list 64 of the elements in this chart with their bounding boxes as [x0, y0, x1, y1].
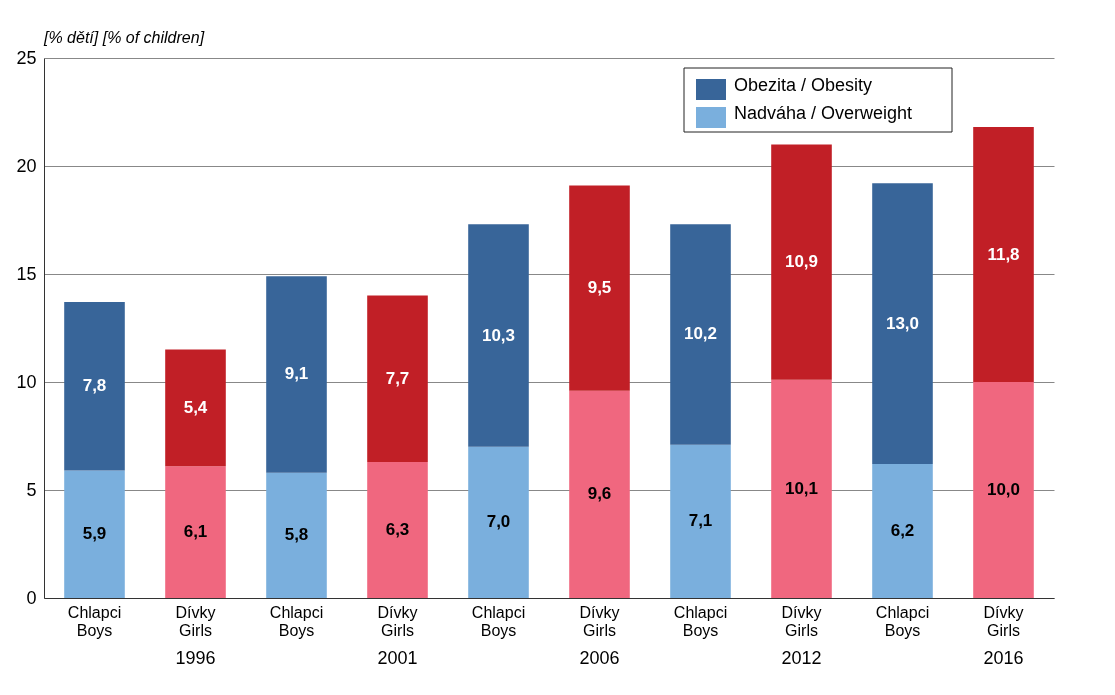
bar: [670, 444, 731, 598]
bar: [64, 302, 125, 471]
bar: [266, 472, 327, 598]
data-label: 6,3: [385, 519, 410, 539]
data-label: 7,1: [688, 511, 713, 531]
legend-label: Nadváha / Overweight: [734, 103, 913, 123]
legend-label: Obezita / Obesity: [734, 75, 873, 95]
text: 2016: [983, 648, 1024, 668]
y-tick-label: 5: [26, 479, 37, 500]
x-tick-label: Dívky Girls: [175, 603, 216, 639]
y-tick-label: 25: [16, 47, 37, 68]
data-label: 9,6: [587, 484, 612, 504]
bar: [165, 349, 226, 467]
x-tick-label: Dívky Girls: [983, 603, 1024, 639]
y-tick-label: 15: [16, 263, 37, 284]
data-label: 5,4: [183, 397, 208, 417]
data-label: 10,1: [784, 478, 819, 498]
x-tick-label: Chlapci Boys: [673, 603, 728, 639]
data-label: 11,8: [987, 244, 1020, 264]
bar: [569, 185, 630, 391]
x-tick-label: Chlapci Boys: [471, 603, 526, 639]
data-label: 10,2: [683, 324, 718, 344]
data-label: 6,1: [183, 522, 208, 542]
bar: [367, 295, 428, 462]
data-label: 6,2: [890, 521, 915, 541]
data-label: 10,0: [986, 480, 1021, 499]
text: 2001: [377, 648, 418, 668]
data-label: 7,7: [385, 368, 410, 388]
bar: [468, 224, 529, 447]
data-label: 5,9: [82, 524, 107, 544]
data-label: 13,0: [885, 313, 920, 333]
data-label: 10,3: [481, 325, 516, 345]
y-tick-label: 10: [16, 371, 37, 392]
y-axis-title: [% dětí] [% of children]: [43, 29, 205, 46]
x-tick-label: Chlapci Boys: [269, 603, 324, 639]
text: 2012: [781, 648, 822, 668]
bar: [165, 466, 226, 598]
data-label: 7,0: [486, 512, 511, 532]
bar: [367, 461, 428, 598]
data-label: 5,8: [284, 525, 309, 545]
text: 1996: [175, 648, 216, 668]
bar: [64, 470, 125, 598]
text: 2006: [579, 648, 620, 668]
data-label: 9,1: [284, 364, 309, 384]
x-tick-label: Chlapci Boys: [875, 603, 930, 639]
bar: [872, 183, 933, 465]
bar: [973, 127, 1034, 382]
bar: [266, 276, 327, 473]
bar: [973, 382, 1034, 598]
bar: [771, 379, 832, 598]
bar: [771, 144, 832, 380]
x-tick-label: Chlapci Boys: [67, 603, 122, 639]
data-label: 7,8: [82, 376, 107, 396]
bar: [872, 464, 933, 598]
bar: [569, 390, 630, 598]
bar: [468, 446, 529, 598]
data-label: 10,9: [784, 252, 819, 272]
y-tick-label: 20: [16, 155, 37, 176]
x-tick-label: Dívky Girls: [377, 603, 418, 639]
data-label: 9,5: [587, 278, 612, 298]
bar: [670, 224, 731, 445]
y-tick-label: 0: [26, 587, 37, 608]
x-tick-label: Dívky Girls: [579, 603, 620, 639]
x-tick-label: Dívky Girls: [781, 603, 822, 639]
